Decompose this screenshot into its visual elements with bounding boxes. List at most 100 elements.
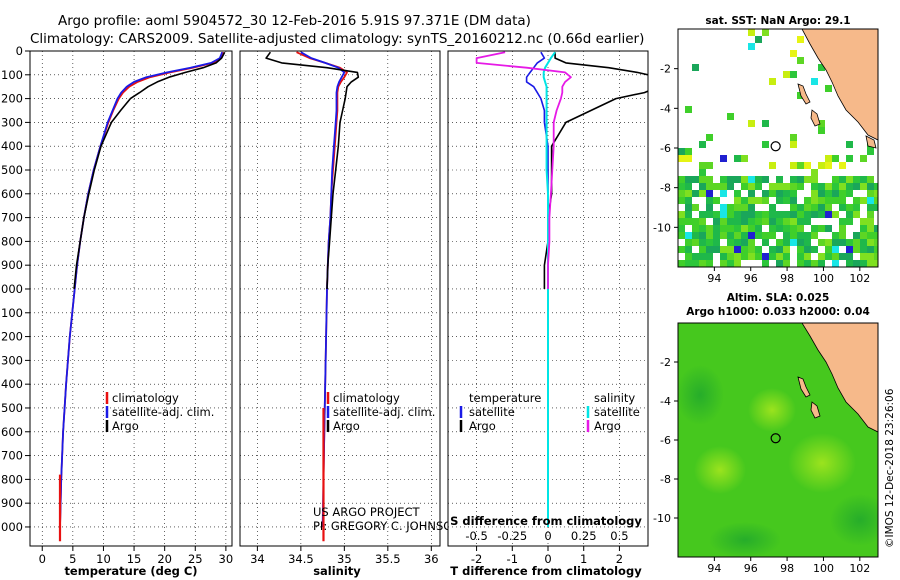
y-tick-label: 1500 <box>0 401 23 415</box>
sst-pixel <box>867 225 874 232</box>
figure-title-line1: Argo profile: aoml 5904572_30 12-Feb-201… <box>58 13 531 29</box>
sst-pixel <box>678 218 685 225</box>
sst-pixel <box>741 225 748 232</box>
sst-pixel <box>734 211 741 218</box>
sla-map-panel: Altim. SLA: 0.025 Argo h1000: 0.033 h200… <box>653 292 879 575</box>
sst-pixel <box>755 176 762 183</box>
sst-pixel <box>874 197 878 204</box>
sst-pixel <box>874 260 878 267</box>
sst-pixel <box>692 232 699 239</box>
x-tick-label: 2 <box>616 552 623 566</box>
sst-pixel <box>727 113 734 120</box>
legend-argo: Argo <box>333 419 360 433</box>
sst-pixel <box>825 183 832 190</box>
sst-pixel <box>741 246 748 253</box>
sst-pixel <box>748 204 755 211</box>
sst-pixel <box>776 218 783 225</box>
sst-pixel <box>755 253 762 260</box>
sst-pixel <box>825 246 832 253</box>
sst-pixel <box>853 239 860 246</box>
sst-pixel <box>706 197 713 204</box>
sst-pixel <box>720 155 727 162</box>
s-difference-axis-label: S difference from climatology <box>450 514 642 528</box>
s-tick-label: 0 <box>544 529 551 543</box>
sst-pixel <box>699 183 706 190</box>
sst-pixel <box>797 260 804 267</box>
sst-pixel <box>720 211 727 218</box>
sst-pixel <box>804 246 811 253</box>
sla-map-title-line2: Argo h1000: 0.033 h2000: 0.04 <box>686 306 870 318</box>
sst-pixel <box>811 232 818 239</box>
sst-pixel <box>706 176 713 183</box>
sst-pixel <box>769 246 776 253</box>
sst-pixel <box>832 260 839 267</box>
map-x-tick-label: 100 <box>813 272 834 285</box>
sst-pixel <box>874 225 878 232</box>
sst-pixel <box>853 246 860 253</box>
map-y-tick-label: -10 <box>653 512 671 525</box>
legend-climatology: climatology <box>333 391 400 405</box>
sst-pixel <box>699 141 706 148</box>
sst-pixel <box>720 176 727 183</box>
sst-pixel <box>678 148 685 155</box>
sst-pixel <box>846 176 853 183</box>
sst-pixel <box>790 218 797 225</box>
sst-pixel <box>867 190 874 197</box>
sst-pixel <box>678 225 685 232</box>
sst-pixel <box>685 183 692 190</box>
sst-pixel <box>818 162 825 169</box>
salinity-panel: 34 34.5 35 35.5 36 salinity climatology sate… <box>239 50 461 578</box>
map-y-tick-label: -8 <box>660 182 671 195</box>
sst-pixel <box>867 148 874 155</box>
sst-pixel <box>727 253 734 260</box>
sst-pixel <box>762 232 769 239</box>
map-x-tick-label: 102 <box>849 562 870 575</box>
sst-pixel <box>699 176 706 183</box>
map-x-tick-label: 100 <box>813 562 834 575</box>
sst-pixel <box>832 190 839 197</box>
sst-pixel <box>748 183 755 190</box>
sst-pixel <box>874 204 878 211</box>
sst-map-panel: sat. SST: NaN Argo: 29.1 94 96 98 100 102 -2 -… <box>653 15 879 285</box>
sst-pixel <box>839 162 846 169</box>
sst-pixel <box>741 239 748 246</box>
sst-pixel <box>699 225 706 232</box>
island-land <box>810 401 821 419</box>
sst-pixel <box>720 246 727 253</box>
y-tick-label: 400 <box>1 139 23 153</box>
map-x-tick-label: 102 <box>849 272 870 285</box>
sst-pixel <box>853 204 860 211</box>
x-tick-label: 0 <box>544 552 551 566</box>
sst-pixel <box>825 239 832 246</box>
figure-title-line2: Climatology: CARS2009. Satellite-adjuste… <box>30 31 644 47</box>
sst-pixel <box>776 260 783 267</box>
sst-pixel <box>706 204 713 211</box>
temperature-grid <box>30 51 232 546</box>
sst-pixel <box>860 155 867 162</box>
sst-pixel <box>804 232 811 239</box>
sst-pixel <box>846 155 853 162</box>
sst-pixel <box>755 183 762 190</box>
y-tick-label: 2000 <box>0 520 23 534</box>
salinity-grid <box>240 51 440 546</box>
sst-map-title: sat. SST: NaN Argo: 29.1 <box>705 15 850 27</box>
sst-pixel <box>832 176 839 183</box>
sst-pixel <box>783 190 790 197</box>
temperature-panel: 0 5 10 15 20 25 30 0 100 200 300 400 500 600 700 800 90… <box>0 44 233 578</box>
sst-pixel <box>867 239 874 246</box>
sst-pixel <box>727 260 734 267</box>
sst-pixel <box>853 211 860 218</box>
sla-high-anomaly <box>788 433 856 493</box>
sst-pixel <box>797 183 804 190</box>
sst-pixel <box>860 218 867 225</box>
sst-pixel <box>811 190 818 197</box>
legend-argo: Argo <box>112 419 139 433</box>
sst-pixel <box>790 162 797 169</box>
island-land <box>797 83 811 105</box>
sst-pixel <box>867 246 874 253</box>
map-x-tick-label: 94 <box>707 272 721 285</box>
sst-pixel <box>713 211 720 218</box>
sst-pixel <box>685 218 692 225</box>
sst-pixel <box>867 211 874 218</box>
sst-pixel <box>720 218 727 225</box>
